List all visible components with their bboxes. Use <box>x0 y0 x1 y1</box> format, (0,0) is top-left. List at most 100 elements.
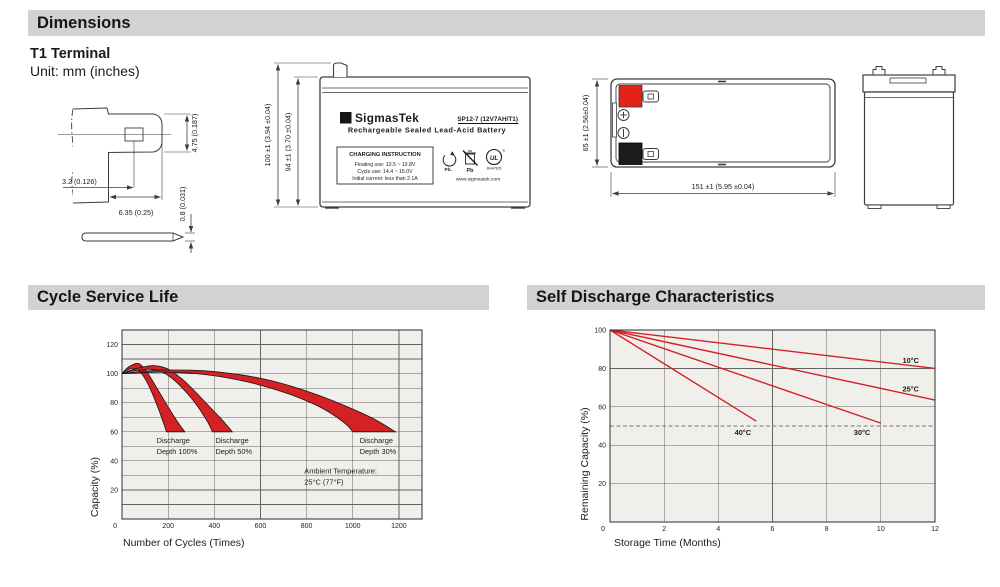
ul-registered-mark: ® <box>503 149 506 153</box>
series-label-30-c: 30°C <box>854 428 871 437</box>
charging-title: CHARGING INSTRUCTION <box>349 152 420 158</box>
line-30-c <box>609 329 882 424</box>
dim-terminal-thickness: 0.8 (0.031) <box>178 187 187 222</box>
dim-terminal-offset: 3.2 (0.126) <box>62 177 97 186</box>
y-tick-label: 40 <box>598 443 606 450</box>
charging-instruction-box <box>336 146 434 185</box>
annotation-discharge-depth-50: Discharge <box>215 436 248 445</box>
ul-code: MH47829 <box>487 167 502 171</box>
plot-border <box>121 329 423 520</box>
y-tick-label: 100 <box>594 328 606 335</box>
ul-mark-icon: UL ® <box>485 148 506 166</box>
battery-end-view <box>862 66 956 209</box>
ul-letters: UL <box>490 155 498 162</box>
dim-top-length: 151 ±1 (5.95 ±0.04) <box>692 182 755 191</box>
y-tick-label: 80 <box>110 400 118 407</box>
annotation-discharge-depth-100: Discharge <box>157 436 190 445</box>
terminal-type-title: T1 Terminal <box>30 46 111 62</box>
logo-glyph: Σ <box>343 113 349 123</box>
terminal-type-block: T1 Terminal Unit: mm (inches) <box>30 46 140 80</box>
annotation-discharge-depth-50: Depth 50% <box>215 447 252 456</box>
front-terminal-tab <box>332 62 348 77</box>
y-tick-label: 20 <box>598 481 606 488</box>
section-header-dimensions: Dimensions <box>28 10 985 36</box>
dim-terminal-width: 6.35 (0.25) <box>119 208 154 217</box>
line-40-c <box>609 329 757 422</box>
y-axis-title: Remaining Capacity (%) <box>579 407 591 520</box>
battery-top-view: 65 ±1 (2.56±0.04) 151 ±1 (5.95 ±0.04) <box>581 78 836 197</box>
x-tick-label: 1000 <box>345 523 361 530</box>
y-tick-label: 40 <box>110 458 118 465</box>
y-tick-label: 60 <box>110 429 118 436</box>
charging-line-2: Cycle use: 14.4 ~ 15.0V <box>357 169 413 175</box>
x-tick-label: 6 <box>771 526 775 533</box>
end-terminal-left <box>872 66 886 75</box>
top-view-outer-case <box>610 78 836 168</box>
charging-line-1: Floating use: 13.5 ~ 13.8V <box>355 162 416 168</box>
positive-terminal-red <box>618 85 643 108</box>
side-rail <box>612 102 617 138</box>
recycle-icon <box>442 151 457 167</box>
x-tick-label: 600 <box>255 523 267 530</box>
band-discharge-depth-30 <box>121 369 397 433</box>
x-tick-label: 400 <box>208 523 220 530</box>
unit-note: Unit: mm (inches) <box>30 63 140 79</box>
annotation-discharge-depth-100: Depth 100% <box>157 447 198 456</box>
brand-name: SigmasTek <box>355 111 419 125</box>
line-25-c <box>609 329 936 401</box>
x-tick-label: 1200 <box>391 523 407 530</box>
x-tick-label: 4 <box>716 526 720 533</box>
sigmastek-logo-mark <box>340 112 352 124</box>
annotation-discharge-depth-30: Depth 30% <box>360 447 397 456</box>
section-header-self-discharge: Self Discharge Characteristics <box>527 285 985 310</box>
y-tick-label: 80 <box>598 366 606 373</box>
section-header-cycle-service-life: Cycle Service Life <box>28 285 489 310</box>
vent-symbol <box>617 127 630 139</box>
x-tick-label: 800 <box>301 523 313 530</box>
dim-terminal-height: 4.75 (0.187) <box>190 114 199 153</box>
cycle-service-life-chart: 200 400 600 800 1000 1200204060801001200Disch… <box>89 329 423 549</box>
end-terminal-right <box>932 66 946 75</box>
line-10-c <box>609 329 936 370</box>
plot-border <box>609 329 936 523</box>
end-view-cap <box>862 74 956 93</box>
negative-terminal-tab <box>642 148 659 160</box>
battery-front-view: 100 ±1 (3.94 ±0.04) 94 ±1 (3.70 ±0.04) Σ… <box>263 62 531 209</box>
series-label-25-c: 25°C <box>903 385 920 394</box>
origin-tick-label: 0 <box>113 523 117 530</box>
x-tick-label: 8 <box>825 526 829 533</box>
battery-type-line: Rechargeable Sealed Lead-Acid Battery <box>348 126 507 135</box>
origin-tick-label: 0 <box>601 526 605 533</box>
terminal-side-profile <box>81 232 185 242</box>
y-axis-title: Capacity (%) <box>89 457 101 517</box>
positive-terminal-tab <box>642 90 659 103</box>
x-tick-label: 12 <box>931 526 939 533</box>
model-number: SP12-7 (12V7AH/T1) <box>457 116 518 123</box>
dim-overall-height: 100 ±1 (3.94 ±0.04) <box>263 104 272 167</box>
cap-recess <box>889 77 927 84</box>
x-axis-title: Number of Cycles (Times) <box>123 537 245 549</box>
website-url: www.sigmastek.com <box>456 177 500 183</box>
annotation-ambient-temperature-25-c-77-f: Ambient Temperature: <box>304 467 377 476</box>
recycle-pb-label: Pb. <box>445 167 452 173</box>
y-tick-label: 100 <box>106 371 118 378</box>
terminal-detail-drawing: 3.2 (0.126) 6.35 (0.25) 4.75 (0.187) 0.8… <box>58 107 199 253</box>
battery-case <box>319 76 531 208</box>
x-axis-title: Storage Time (Months) <box>614 537 721 549</box>
x-tick-label: 10 <box>877 526 885 533</box>
self-discharge-chart: 10°C 25°C 30°C 40°C 2 4 6 8 10 12 20 40 60 80 100 0 Stor… <box>579 328 939 550</box>
annotation-discharge-depth-30: Discharge <box>360 436 393 445</box>
y-tick-label: 20 <box>110 487 118 494</box>
charging-line-3: Initial current: less than 2.1A <box>352 176 418 182</box>
bin-pb-label: Pb <box>467 168 475 174</box>
x-tick-label: 200 <box>162 523 174 530</box>
y-tick-label: 120 <box>106 342 118 349</box>
annotation-ambient-temperature-25-c-77-f: 25°C (77°F) <box>304 478 343 487</box>
end-view-body <box>863 91 955 206</box>
dim-top-width: 65 ±1 (2.56±0.04) <box>581 95 590 152</box>
foot <box>936 204 951 209</box>
series-label-40-c: 40°C <box>735 428 752 437</box>
band-discharge-depth-50 <box>121 365 234 433</box>
foot <box>867 204 882 209</box>
